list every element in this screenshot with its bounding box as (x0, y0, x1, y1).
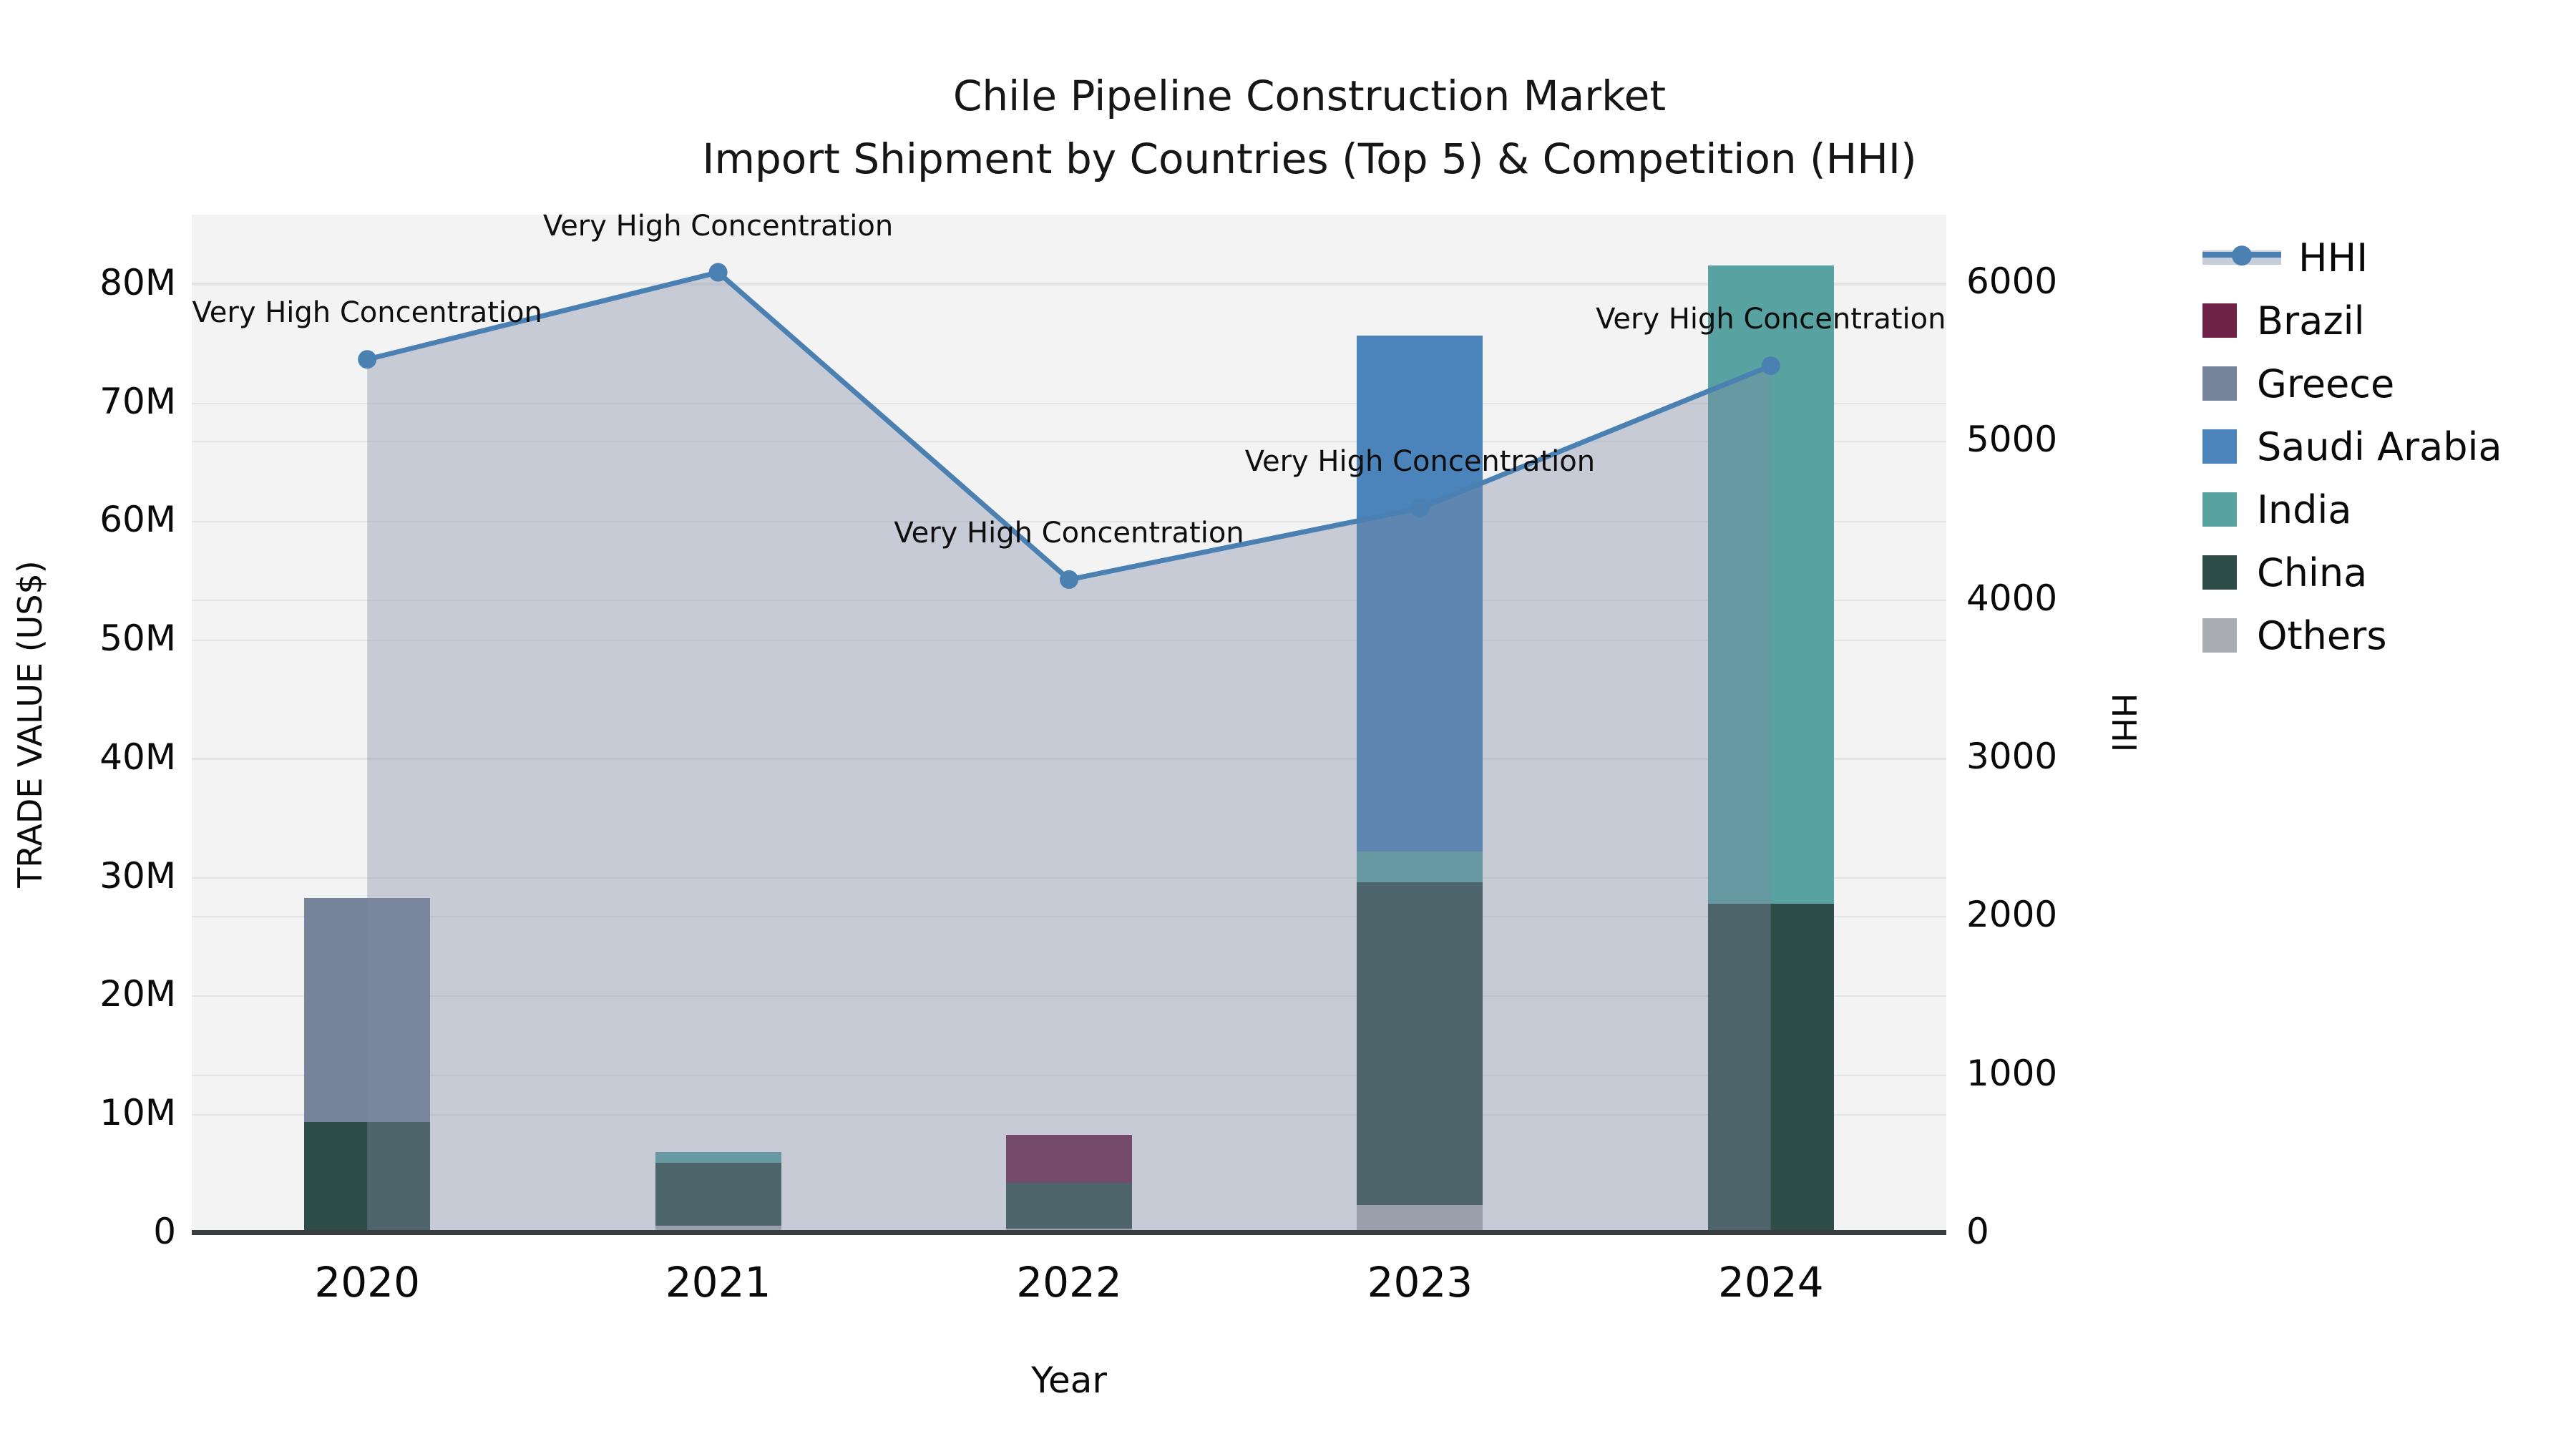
x-axis-line (192, 1230, 1946, 1235)
legend-item-greece: Greece (2202, 361, 2395, 406)
hhi-annotation: Very High Concentration (894, 516, 1244, 550)
bar-segment-brazil (1006, 1135, 1132, 1183)
gridline-hhi (192, 599, 1946, 601)
legend-color-swatch (2202, 492, 2237, 527)
y-tick-left: 10M (99, 1092, 176, 1134)
hhi-annotation: Very High Concentration (1244, 445, 1596, 479)
legend-color-swatch (2202, 555, 2237, 590)
hhi-marker (358, 350, 377, 369)
y-tick-left: 30M (99, 854, 176, 897)
legend-label: China (2257, 550, 2368, 595)
gridline-hhi (192, 758, 1946, 760)
legend-color-swatch (2202, 618, 2237, 653)
gridline-trade-value (192, 995, 1946, 997)
bar-segment-others (1357, 1205, 1483, 1234)
y-tick-right: 0 (1966, 1211, 1989, 1252)
gridline-trade-value (192, 402, 1946, 404)
hhi-area-fill (367, 272, 1771, 1234)
legend-item-others: Others (2202, 613, 2387, 658)
hhi-marker (1060, 570, 1078, 589)
plot-area: Very High Concentration Very High Concent… (192, 210, 1946, 1234)
bar-segment-india (1357, 852, 1483, 883)
bar-segment-china (304, 1122, 431, 1231)
y-tick-left: 40M (99, 736, 176, 778)
hhi-marker (1761, 356, 1780, 376)
x-tick: 2023 (1367, 1258, 1473, 1307)
gridline-trade-value (192, 640, 1946, 642)
x-tick: 2021 (665, 1258, 771, 1307)
x-axis-label: Year (1031, 1360, 1107, 1401)
plot-background (192, 215, 1946, 1234)
bar-segment-others (655, 1226, 781, 1234)
legend-label: Brazil (2257, 298, 2365, 343)
y-tick-left: 70M (99, 380, 176, 422)
legend-label: India (2257, 487, 2352, 532)
gridline-trade-value (192, 521, 1946, 523)
gridline-trade-value (192, 283, 1946, 286)
bar-segment-greece (304, 897, 431, 1123)
gridline-hhi (192, 441, 1946, 443)
legend-item-china: China (2202, 550, 2368, 595)
bar-segment-china (1357, 882, 1483, 1206)
hhi-marker (1410, 499, 1430, 518)
hhi-annotation: Very High Concentration (1596, 303, 1946, 336)
bar-segment-china (1006, 1182, 1132, 1229)
y-tick-right: 6000 (1966, 260, 2058, 303)
gridline-hhi (192, 283, 1946, 285)
legend-label: Saudi Arabia (2257, 424, 2502, 469)
y-tick-right: 1000 (1966, 1052, 2058, 1094)
legend-color-swatch (2202, 303, 2237, 338)
y-tick-right: 3000 (1966, 736, 2058, 778)
y-tick-left: 0 (153, 1211, 176, 1252)
y-tick-right: 5000 (1966, 419, 2058, 461)
y-tick-left: 80M (99, 261, 176, 303)
y-tick-left: 60M (99, 499, 176, 541)
x-tick: 2024 (1717, 1258, 1824, 1307)
hhi-legend-swatch (2202, 245, 2281, 266)
legend-item-saudi-arabia: Saudi Arabia (2202, 424, 2502, 469)
bar-segment-india (655, 1152, 781, 1163)
legend: HHI Brazil Greece Saudi Arabia India China Oth… (2202, 235, 2575, 694)
x-tick: 2020 (314, 1258, 420, 1307)
legend-label: Others (2257, 613, 2387, 658)
gridline-trade-value (192, 1114, 1946, 1116)
legend-label: HHI (2298, 235, 2368, 280)
hhi-legend-marker-icon (2232, 245, 2252, 266)
hhi-annotation: Very High Concentration (542, 209, 894, 243)
legend-label: Greece (2257, 361, 2395, 406)
chart-title: Chile Pipeline Construction Market (952, 72, 1667, 120)
hhi-marker (708, 263, 728, 282)
hhi-line-chart (358, 263, 1780, 1234)
y-axis-label-left: TRADE VALUE (US$) (11, 560, 49, 888)
legend-item-india: India (2202, 487, 2352, 532)
bar-segment-saudi-arabia (1357, 336, 1483, 852)
hhi-annotation: Very High Concentration (192, 296, 542, 330)
bar-segment-china (655, 1163, 781, 1226)
x-tick: 2022 (1016, 1258, 1122, 1307)
gridline-hhi (192, 1074, 1946, 1076)
y-tick-right: 2000 (1966, 894, 2058, 936)
y-tick-left: 20M (99, 973, 176, 1015)
y-tick-left: 50M (99, 618, 176, 660)
legend-item-brazil: Brazil (2202, 298, 2365, 343)
y-tick-right: 4000 (1966, 577, 2058, 619)
bar-segment-china (1707, 904, 1834, 1231)
gridline-trade-value (192, 877, 1946, 879)
legend-item-hhi: HHI (2202, 235, 2368, 280)
legend-color-swatch (2202, 429, 2237, 464)
gridline-hhi (192, 916, 1946, 918)
chart-subtitle: Import Shipment by Countries (Top 5) & C… (702, 135, 1917, 183)
legend-color-swatch (2202, 366, 2237, 401)
